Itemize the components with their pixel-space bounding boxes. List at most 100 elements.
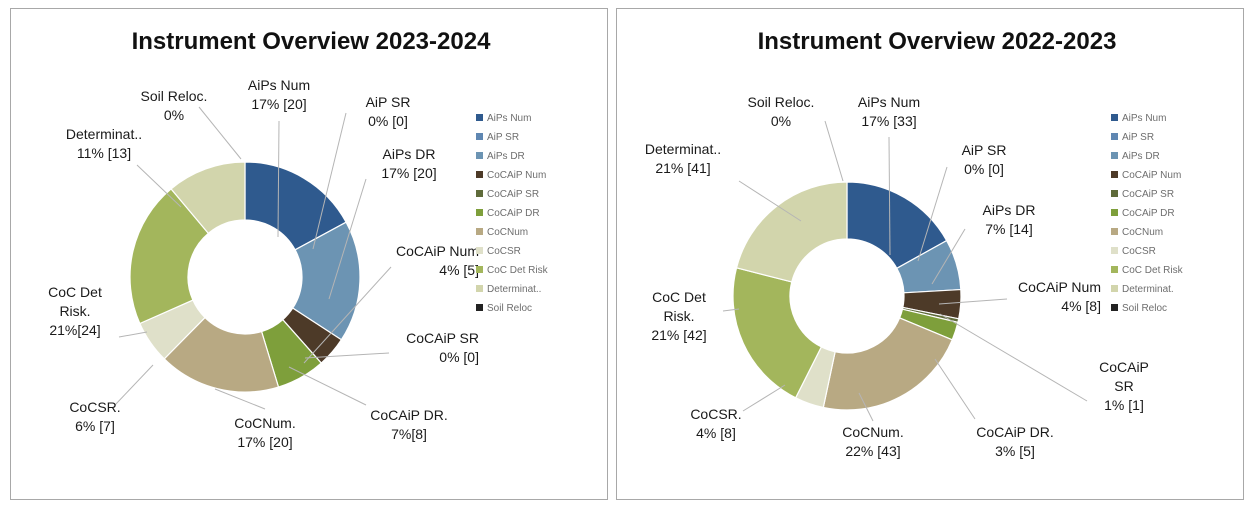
data-label-cocaip-dr: CoCAiP DR. 3% [5] bbox=[976, 424, 1054, 459]
legend-swatch-aips-num bbox=[1111, 114, 1118, 121]
leader-line-coc-det-risk bbox=[118, 331, 148, 338]
legend-swatch-coc-det-risk bbox=[1111, 266, 1118, 273]
data-label-aips-dr: AiPs DR 17% [20] bbox=[381, 146, 436, 181]
legend-swatch-cocsr bbox=[1111, 247, 1118, 254]
leader-line-aip-sr bbox=[917, 166, 948, 262]
legend-label-aip-sr: AiP SR bbox=[487, 132, 519, 143]
chart-panel-2023-2024: Instrument Overview 2023-2024 AiPs Num 17%… bbox=[10, 8, 608, 500]
leader-line-aips-num bbox=[277, 120, 280, 238]
legend: AiPs Num AiP SR AiPs DR CoCAiP Num CoCAiP SR… bbox=[1111, 113, 1184, 314]
data-label-aips-num: AiPs Num 17% [20] bbox=[248, 77, 310, 112]
legend: AiPs Num AiP SR AiPs DR CoCAiP Num CoCAiP SR… bbox=[476, 113, 549, 314]
legend-swatch-aips-num bbox=[476, 114, 483, 121]
legend-swatch-cocaip-sr bbox=[476, 190, 483, 197]
legend-label-aip-sr: AiP SR bbox=[1122, 132, 1154, 143]
data-label-aip-sr: AiP SR 0% [0] bbox=[366, 94, 411, 129]
chart-title: Instrument Overview 2023-2024 bbox=[132, 28, 492, 55]
legend-swatch-cocsr bbox=[476, 247, 483, 254]
data-label-cocnum: CoCNum. 17% [20] bbox=[234, 415, 295, 450]
leader-line-cocnum bbox=[858, 392, 874, 422]
legend-label-aips-num: AiPs Num bbox=[487, 113, 531, 124]
data-label-cocaip-dr: CoCAiP DR. 7%[8] bbox=[370, 407, 448, 442]
data-label-determinat: Determinat.. 11% [13] bbox=[66, 126, 142, 161]
leader-line-cocaip-sr bbox=[304, 352, 390, 359]
legend-label-coc-det-risk: CoC Det Risk bbox=[1122, 265, 1184, 276]
leader-line-cocnum bbox=[214, 388, 266, 410]
data-label-aip-sr: AiP SR 0% [0] bbox=[962, 142, 1007, 177]
leader-line-cocsr bbox=[742, 384, 786, 412]
leader-line-aips-dr bbox=[931, 228, 966, 285]
leader-line-determinat bbox=[136, 164, 182, 208]
legend-label-soil-reloc: Soil Reloc bbox=[487, 303, 532, 314]
leader-line-aips-num bbox=[888, 136, 891, 256]
leader-line-cocaip-sr bbox=[939, 313, 1088, 402]
leader-line-cocaip-num bbox=[303, 266, 392, 364]
legend-label-cocaip-sr: CoCAiP SR bbox=[487, 189, 539, 200]
chart-title: Instrument Overview 2022-2023 bbox=[758, 28, 1117, 55]
data-label-aips-num: AiPs Num 17% [33] bbox=[858, 94, 920, 129]
chart-panel-2022-2023: Instrument Overview 2022-2023 AiPs Num 17%… bbox=[616, 8, 1244, 500]
legend-swatch-determinat bbox=[1111, 285, 1118, 292]
data-label-aips-dr: AiPs DR 7% [14] bbox=[983, 202, 1036, 237]
legend-swatch-aip-sr bbox=[476, 133, 483, 140]
legend-label-cocaip-num: CoCAiP Num bbox=[1122, 170, 1181, 181]
leader-line-aips-dr bbox=[328, 178, 367, 300]
donut-chart-2023-2024: Instrument Overview 2023-2024 AiPs Num 17%… bbox=[48, 28, 549, 450]
legend-swatch-cocaip-dr bbox=[1111, 209, 1118, 216]
leader-line-cocsr bbox=[114, 364, 154, 406]
legend-label-cocaip-dr: CoCAiP DR bbox=[1122, 208, 1175, 219]
donut-slices bbox=[732, 181, 962, 411]
legend-swatch-cocnum bbox=[1111, 228, 1118, 235]
donut-slices bbox=[129, 161, 361, 393]
leader-line-cocaip-dr bbox=[934, 358, 976, 420]
legend-label-cocaip-sr: CoCAiP SR bbox=[1122, 189, 1174, 200]
data-label-coc-det-risk: CoC Det Risk. 21%[24] bbox=[48, 284, 102, 338]
legend-swatch-soil-reloc bbox=[476, 304, 483, 311]
donut-hole bbox=[790, 239, 904, 353]
legend-swatch-coc-det-risk bbox=[476, 266, 483, 273]
slice-coc-det-risk bbox=[129, 188, 210, 325]
legend-label-cocsr: CoCSR bbox=[487, 246, 521, 257]
legend-swatch-soil-reloc bbox=[1111, 304, 1118, 311]
leader-line-determinat bbox=[738, 180, 802, 222]
data-label-cocaip-num: CoCAiP Num 4% [5] bbox=[396, 243, 479, 278]
data-label-soil-reloc: Soil Reloc. 0% bbox=[141, 88, 208, 123]
data-label-determinat: Determinat.. 21% [41] bbox=[645, 141, 721, 176]
slice-cocnum bbox=[822, 317, 954, 411]
legend-label-cocsr: CoCSR bbox=[1122, 246, 1156, 257]
data-label-cocaip-sr: CoCAiP SR 1% [1] bbox=[1099, 359, 1149, 413]
legend-swatch-cocaip-num bbox=[476, 171, 483, 178]
legend-label-soil-reloc: Soil Reloc bbox=[1122, 303, 1167, 314]
slice-determinat bbox=[170, 161, 246, 235]
slice-coc-det-risk bbox=[732, 267, 823, 399]
legend-swatch-cocaip-num bbox=[1111, 171, 1118, 178]
legend-label-determinat: Determinat. bbox=[1122, 284, 1174, 295]
leader-line-coc-det-risk bbox=[722, 308, 740, 312]
legend-swatch-determinat bbox=[476, 285, 483, 292]
data-label-cocsr: CoCSR. 6% [7] bbox=[69, 399, 120, 434]
leader-line-cocaip-num bbox=[938, 298, 1008, 305]
legend-swatch-aip-sr bbox=[1111, 133, 1118, 140]
legend-label-cocnum: CoCNum bbox=[1122, 227, 1163, 238]
legend-swatch-cocaip-sr bbox=[1111, 190, 1118, 197]
data-label-cocnum: CoCNum. 22% [43] bbox=[842, 424, 903, 459]
legend-label-cocaip-num: CoCAiP Num bbox=[487, 170, 546, 181]
legend-label-coc-det-risk: CoC Det Risk bbox=[487, 265, 549, 276]
legend-swatch-cocaip-dr bbox=[476, 209, 483, 216]
data-label-cocaip-num: CoCAiP Num 4% [8] bbox=[1018, 279, 1101, 314]
data-label-cocsr: CoCSR. 4% [8] bbox=[690, 406, 741, 441]
leader-line-soil-reloc bbox=[824, 120, 844, 182]
legend-swatch-aips-dr bbox=[476, 152, 483, 159]
legend-swatch-cocnum bbox=[476, 228, 483, 235]
donut-hole bbox=[188, 220, 302, 334]
legend-label-aips-num: AiPs Num bbox=[1122, 113, 1166, 124]
legend-label-cocnum: CoCNum bbox=[487, 227, 528, 238]
legend-swatch-aips-dr bbox=[1111, 152, 1118, 159]
legend-label-determinat: Determinat.. bbox=[487, 284, 541, 295]
data-label-cocaip-sr: CoCAiP SR 0% [0] bbox=[406, 330, 479, 365]
leader-line-aip-sr bbox=[312, 112, 347, 250]
data-label-soil-reloc: Soil Reloc. 0% bbox=[748, 94, 815, 129]
legend-label-aips-dr: AiPs DR bbox=[487, 151, 525, 162]
data-label-coc-det-risk: CoC Det Risk. 21% [42] bbox=[651, 289, 706, 343]
leader-line-soil-reloc bbox=[198, 106, 242, 160]
